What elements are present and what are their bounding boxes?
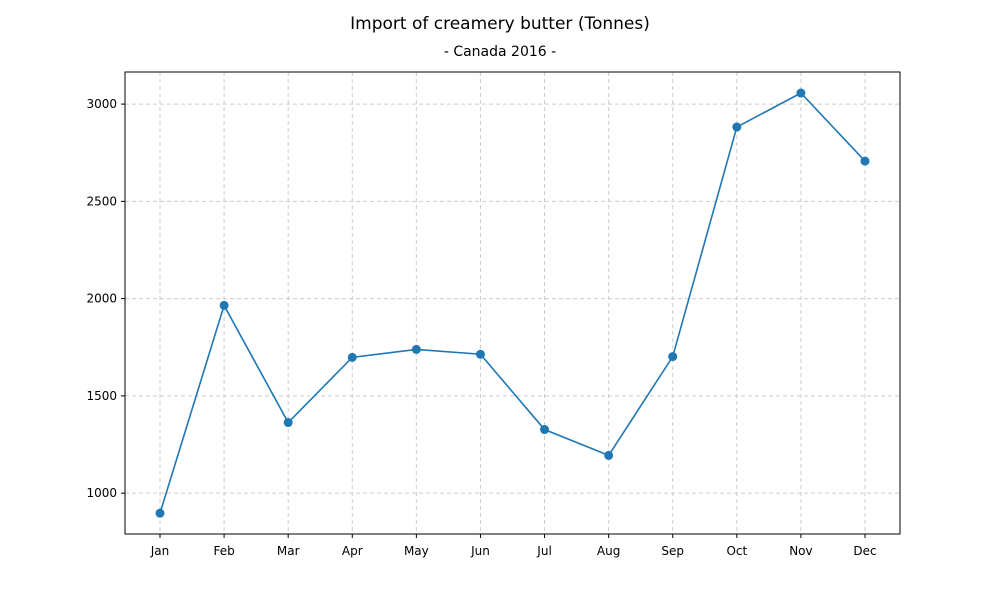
data-point — [540, 425, 550, 435]
data-point — [668, 352, 678, 362]
axes — [124, 71, 901, 535]
series-line — [159, 92, 866, 514]
x-tick-label: Nov — [789, 544, 812, 558]
ticks: Jan Feb Mar Apr May Jun Jul Aug Sep Oct Nov Dec 1000… — [86, 97, 876, 558]
y-tick-label: 2000 — [86, 292, 117, 306]
x-tick-label: Oct — [726, 544, 747, 558]
data-point — [283, 418, 293, 428]
data-point — [155, 508, 165, 518]
data-point — [732, 122, 742, 132]
chart-title: Import of creamery butter (Tonnes) — [350, 14, 650, 34]
x-tick-label: Jun — [470, 544, 490, 558]
chart-subtitle: - Canada 2016 - — [443, 44, 557, 60]
y-tick-label: 1500 — [86, 389, 117, 403]
y-tick-label: 3000 — [86, 97, 117, 111]
x-tick-label: Feb — [213, 544, 234, 558]
x-tick-label: Sep — [661, 544, 684, 558]
x-tick-label: Jan — [150, 544, 170, 558]
x-tick-label: Aug — [597, 544, 620, 558]
x-tick-label: Jul — [536, 544, 551, 558]
data-point — [411, 344, 421, 354]
data-point — [347, 352, 357, 362]
x-tick-label: Mar — [277, 544, 300, 558]
x-tick-label: Apr — [342, 544, 363, 558]
grid — [125, 72, 900, 534]
plot-frame — [124, 71, 901, 535]
y-tick-label: 2500 — [86, 194, 117, 208]
x-tick-label: Dec — [853, 544, 876, 558]
x-tick-label: May — [404, 544, 429, 558]
data-point — [796, 88, 806, 98]
y-tick-label: 1000 — [86, 486, 117, 500]
data-point — [219, 300, 229, 310]
data-point — [604, 450, 614, 460]
series-layer — [155, 88, 870, 518]
data-point — [475, 349, 485, 359]
data-point — [860, 156, 870, 166]
